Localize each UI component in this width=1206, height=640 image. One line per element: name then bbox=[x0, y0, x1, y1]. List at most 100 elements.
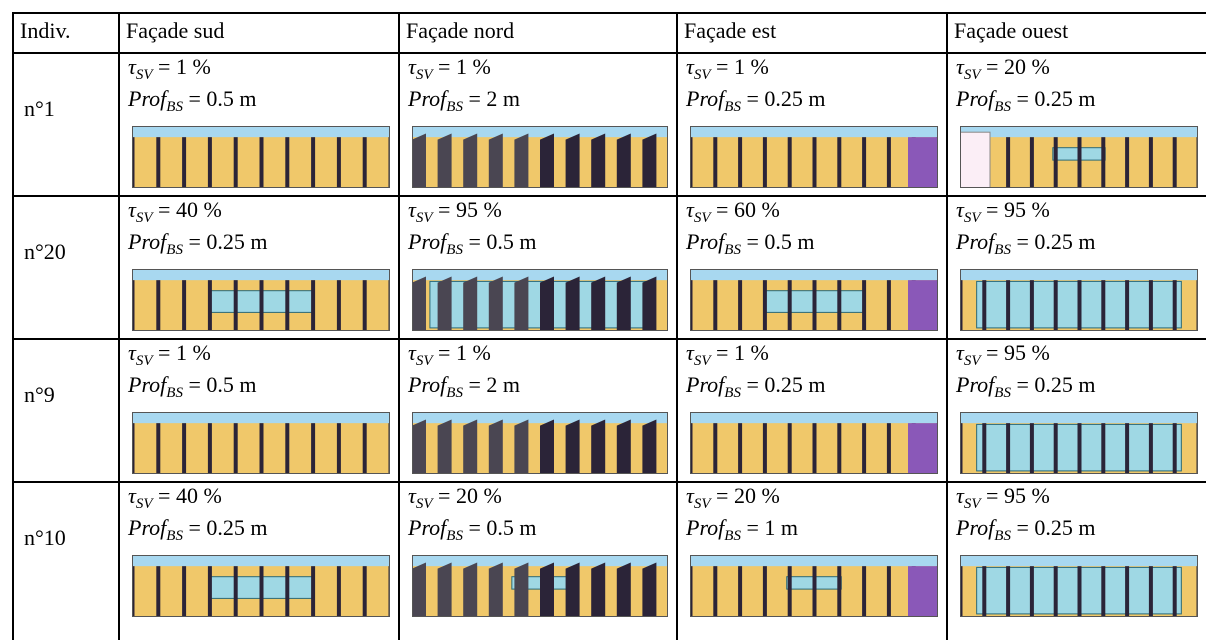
symbol: Prof bbox=[128, 515, 167, 540]
symbol: Prof bbox=[128, 86, 167, 111]
fin bbox=[488, 276, 503, 331]
fin bbox=[960, 280, 963, 331]
fin bbox=[982, 280, 987, 331]
fin bbox=[156, 137, 161, 188]
fin bbox=[437, 133, 452, 188]
equals: = bbox=[438, 340, 451, 365]
column-rule bbox=[676, 12, 678, 640]
fin bbox=[642, 419, 657, 474]
math-line: τSV = 95 % bbox=[956, 197, 1050, 226]
equals: = bbox=[188, 372, 201, 397]
math-line: τSV = 1 % bbox=[686, 340, 769, 369]
fin bbox=[565, 133, 580, 188]
symbol-subscript: SV bbox=[415, 353, 433, 369]
indiv-cell: n°9 bbox=[24, 382, 55, 407]
equals: = bbox=[1016, 229, 1029, 254]
fin bbox=[1077, 137, 1082, 188]
equals: = bbox=[716, 54, 729, 79]
fin bbox=[336, 137, 341, 188]
symbol-subscript: SV bbox=[135, 496, 153, 512]
fin bbox=[311, 280, 316, 331]
equals: = bbox=[1016, 86, 1029, 111]
symbol-subscript: BS bbox=[994, 528, 1011, 544]
math-line: τSV = 20 % bbox=[686, 483, 780, 512]
fin bbox=[812, 280, 817, 331]
symbol: τ bbox=[956, 54, 964, 79]
value: 0.25 m bbox=[1034, 372, 1096, 397]
frame bbox=[960, 126, 1198, 188]
value: 0.5 m bbox=[486, 515, 537, 540]
fin bbox=[362, 423, 367, 474]
symbol: Prof bbox=[686, 86, 725, 111]
symbol: τ bbox=[956, 197, 964, 222]
fin bbox=[1101, 137, 1106, 188]
fin bbox=[642, 133, 657, 188]
value: 1 % bbox=[733, 54, 769, 79]
value: 1 % bbox=[175, 54, 211, 79]
value: 0.5 m bbox=[206, 372, 257, 397]
fin bbox=[591, 419, 606, 474]
fin bbox=[463, 276, 478, 331]
fin bbox=[616, 276, 631, 331]
fin bbox=[285, 280, 290, 331]
fin bbox=[540, 276, 554, 331]
fin bbox=[1101, 423, 1106, 474]
symbol: τ bbox=[128, 340, 136, 365]
symbol-subscript: BS bbox=[166, 99, 183, 115]
value: 20 % bbox=[733, 483, 780, 508]
fin bbox=[1148, 566, 1153, 617]
fin bbox=[713, 280, 718, 331]
fin bbox=[960, 566, 963, 617]
symbol: τ bbox=[686, 483, 694, 508]
equals: = bbox=[438, 197, 451, 222]
symbol: τ bbox=[128, 197, 136, 222]
facade-image bbox=[412, 269, 668, 331]
equals: = bbox=[468, 515, 481, 540]
fin bbox=[1101, 566, 1106, 617]
fin bbox=[1125, 137, 1130, 188]
fin bbox=[1077, 423, 1082, 474]
fin bbox=[259, 137, 264, 188]
equals: = bbox=[468, 86, 481, 111]
math-line: τSV = 1 % bbox=[408, 340, 491, 369]
fin bbox=[1125, 566, 1130, 617]
math-line: ProfBS = 0.25 m bbox=[686, 372, 826, 401]
equals: = bbox=[188, 515, 201, 540]
math-line: τSV = 1 % bbox=[128, 54, 211, 83]
equals: = bbox=[716, 197, 729, 222]
value: 0.25 m bbox=[764, 372, 826, 397]
value: 40 % bbox=[175, 483, 222, 508]
fin bbox=[132, 566, 135, 617]
fin bbox=[1077, 280, 1082, 331]
fin bbox=[1029, 423, 1034, 474]
frame bbox=[960, 269, 1198, 331]
equals: = bbox=[468, 372, 481, 397]
fin bbox=[837, 566, 842, 617]
indiv-cell: n°10 bbox=[24, 525, 66, 550]
fin bbox=[642, 276, 657, 331]
facade-image bbox=[132, 269, 390, 331]
frame bbox=[412, 555, 668, 617]
math-line: τSV = 1 % bbox=[408, 54, 491, 83]
fin bbox=[132, 280, 135, 331]
fin bbox=[412, 562, 426, 617]
math-line: ProfBS = 0.25 m bbox=[956, 515, 1096, 544]
fin bbox=[259, 423, 264, 474]
facade-image bbox=[132, 412, 390, 474]
facade-image bbox=[960, 126, 1198, 188]
symbol: τ bbox=[128, 483, 136, 508]
fin bbox=[616, 133, 631, 188]
symbol: Prof bbox=[408, 86, 447, 111]
fin bbox=[540, 133, 554, 188]
symbol: τ bbox=[686, 340, 694, 365]
equals: = bbox=[468, 229, 481, 254]
symbol: Prof bbox=[686, 229, 725, 254]
fin bbox=[1053, 280, 1058, 331]
math-line: ProfBS = 0.5 m bbox=[128, 86, 257, 115]
symbol-subscript: SV bbox=[135, 353, 153, 369]
fin bbox=[713, 423, 718, 474]
fin bbox=[886, 137, 891, 188]
math-line: ProfBS = 0.25 m bbox=[956, 86, 1096, 115]
fin bbox=[514, 133, 529, 188]
equals: = bbox=[158, 340, 171, 365]
